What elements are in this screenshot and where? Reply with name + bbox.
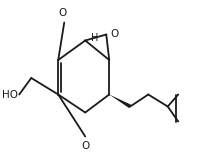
Polygon shape bbox=[109, 95, 131, 108]
Text: O: O bbox=[59, 8, 67, 18]
Text: H: H bbox=[91, 33, 99, 43]
Text: O: O bbox=[81, 141, 89, 151]
Text: HO: HO bbox=[2, 89, 18, 99]
Text: O: O bbox=[110, 29, 118, 39]
